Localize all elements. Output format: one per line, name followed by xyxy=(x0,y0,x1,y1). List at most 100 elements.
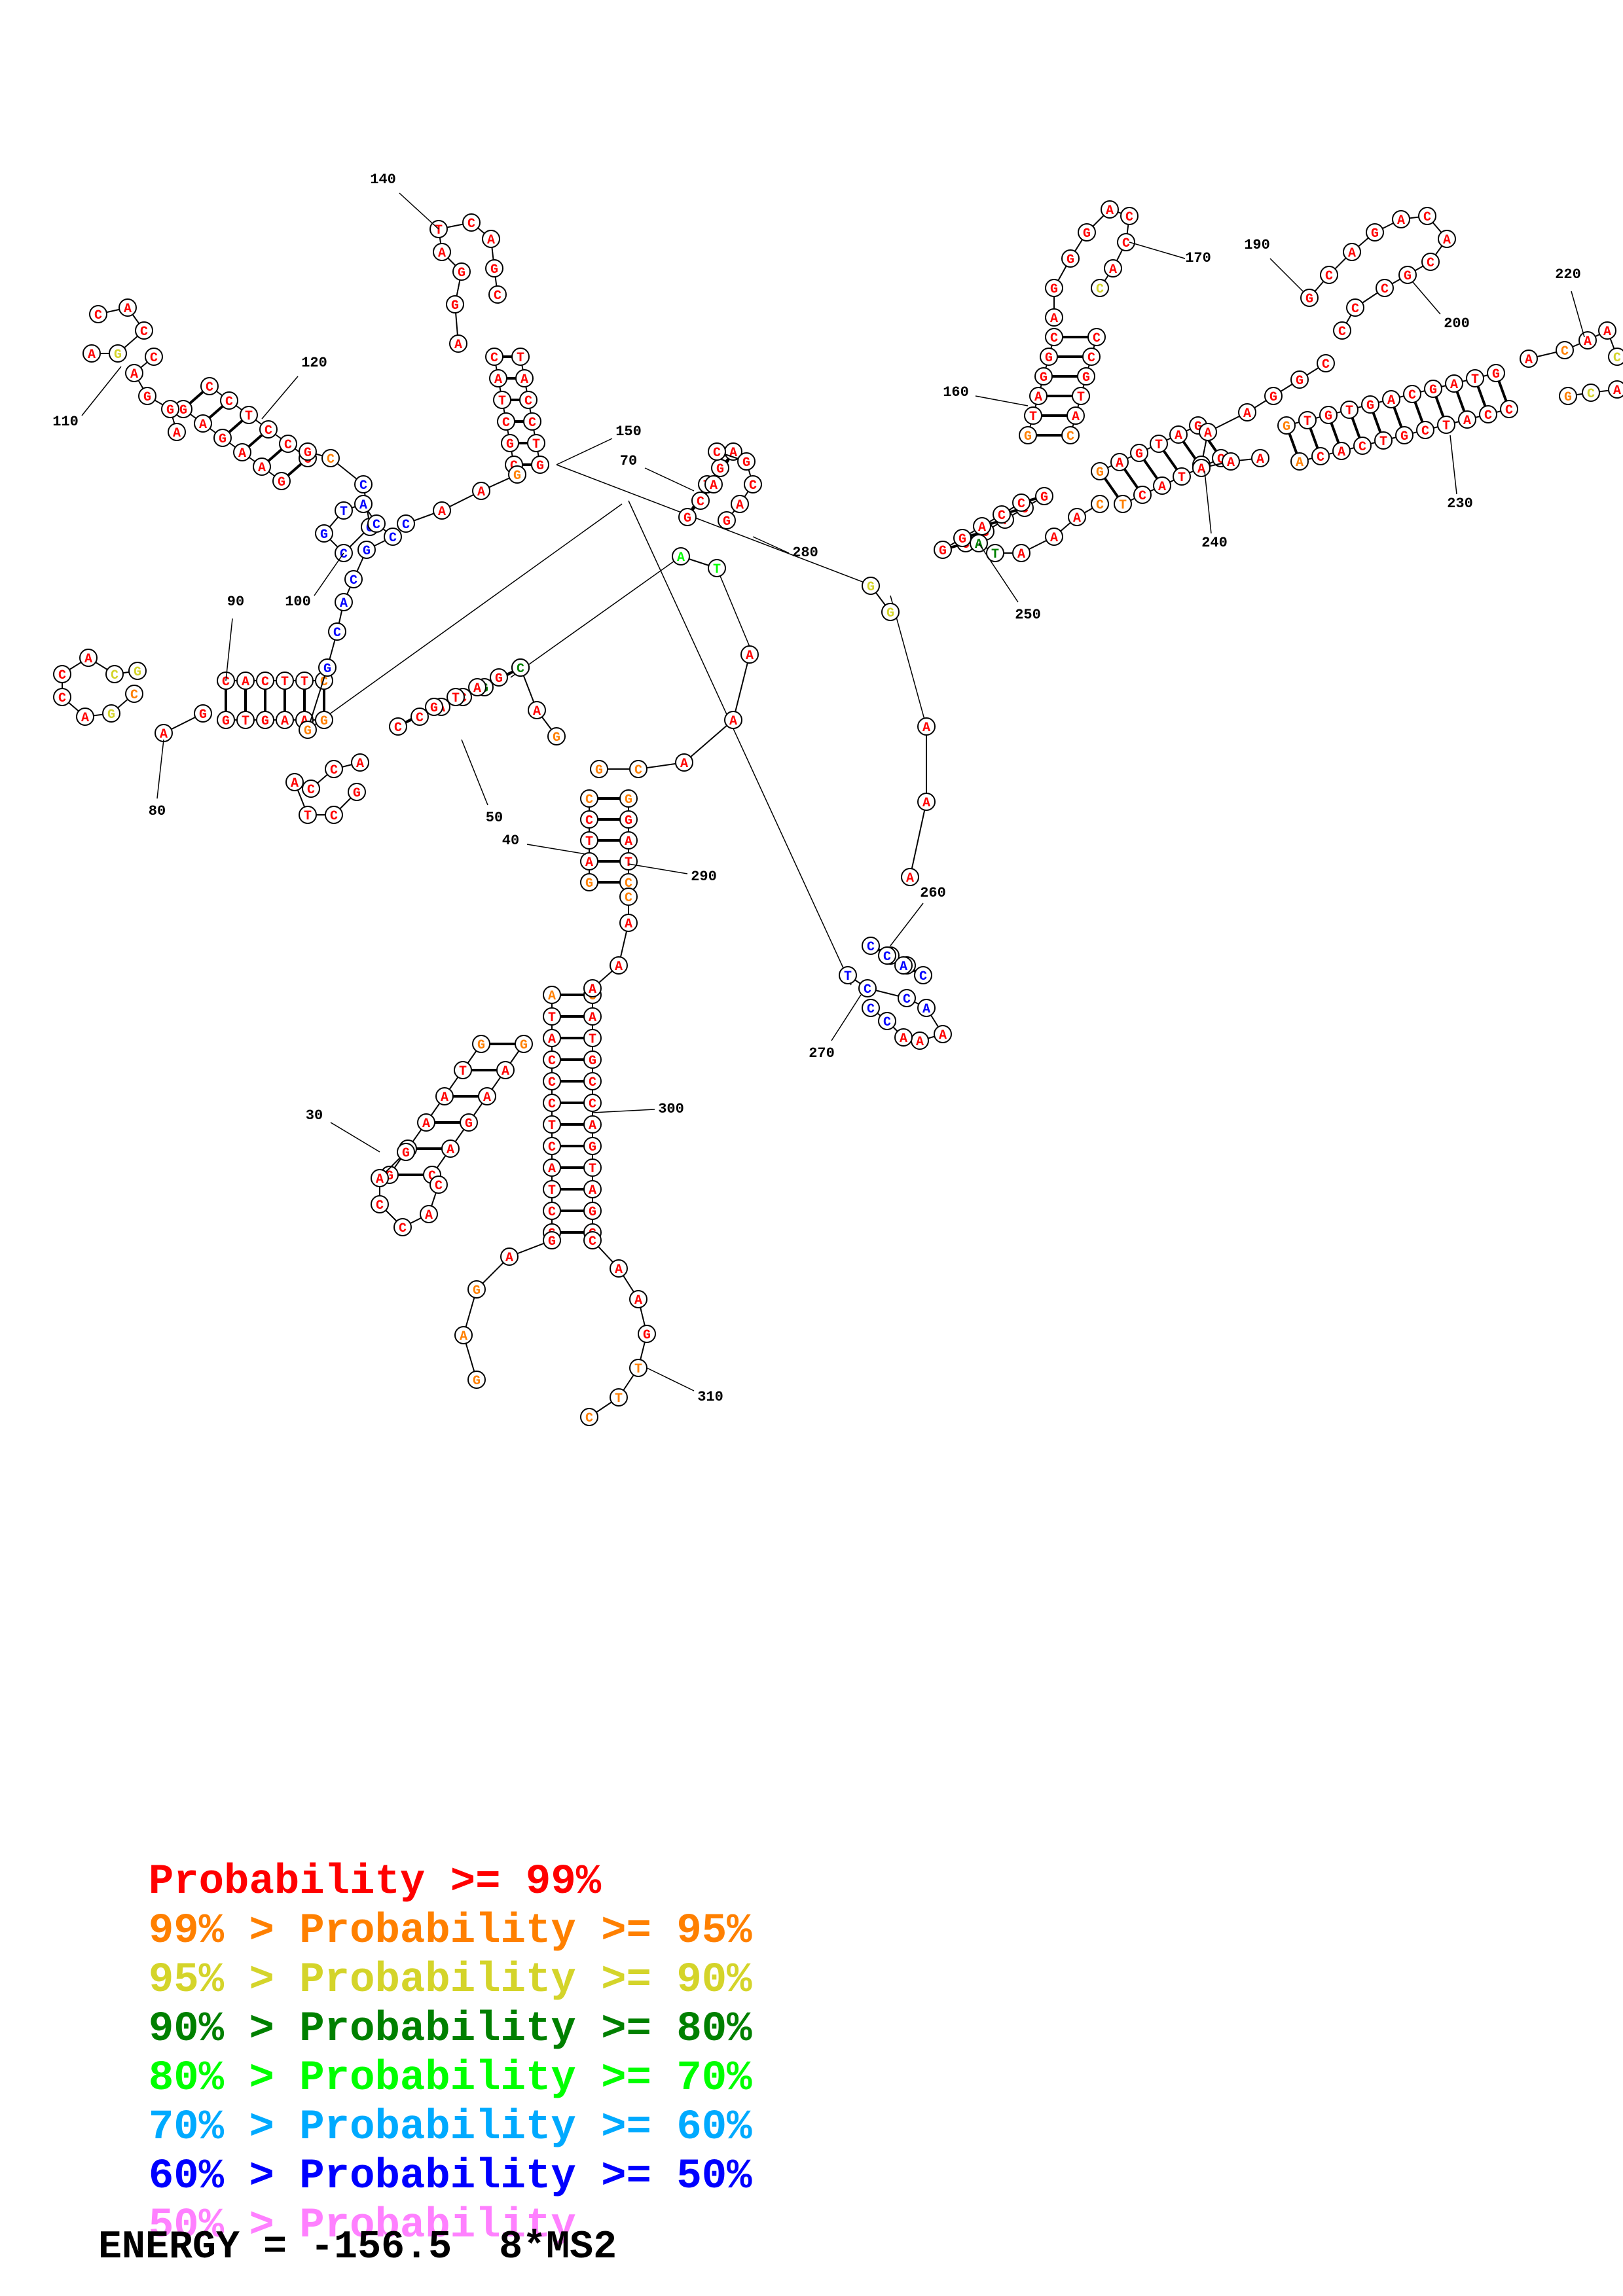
nucleotide-base: A xyxy=(585,855,593,870)
nucleotide-circle xyxy=(253,457,271,476)
label-tick xyxy=(261,376,299,420)
nucleotide-base: G xyxy=(458,266,465,281)
nucleotide-base: C xyxy=(330,809,338,824)
nucleotide-base: T xyxy=(435,223,443,238)
nucleotide-circle xyxy=(1418,207,1436,225)
nucleotide-circle xyxy=(102,704,120,723)
nucleotide-base: A xyxy=(1106,204,1114,219)
nucleotide-circle xyxy=(295,672,314,690)
nucleotide-circle xyxy=(934,541,952,559)
nucleotide-circle xyxy=(213,429,232,447)
nucleotide-base: G xyxy=(1024,429,1032,444)
nucleotide-base: G xyxy=(353,786,361,801)
nucleotide-circle xyxy=(1192,459,1211,477)
nucleotide-base: A xyxy=(625,917,632,932)
nucleotide-base: C xyxy=(1484,408,1492,423)
nucleotide-circle xyxy=(583,1007,602,1026)
nucleotide-base: A xyxy=(589,1183,596,1198)
position-label: 270 xyxy=(809,1045,835,1062)
nucleotide-base: C xyxy=(589,1234,596,1249)
label-tick xyxy=(646,1367,695,1391)
nucleotide-circle xyxy=(1416,421,1434,439)
nucleotide-base: A xyxy=(1197,462,1205,477)
nucleotide-circle xyxy=(744,475,762,493)
nucleotide-circle xyxy=(718,511,736,529)
nucleotide-circle xyxy=(1361,395,1379,414)
nucleotide-base: C xyxy=(130,688,138,703)
nucleotide-circle xyxy=(490,668,508,687)
legend-prefix: 70% > xyxy=(148,2104,300,2151)
nucleotide-base: G xyxy=(625,814,632,829)
nucleotide-base: A xyxy=(1397,213,1405,228)
label-tick xyxy=(156,739,164,799)
nucleotide-base: C xyxy=(261,675,269,690)
nucleotide-base: A xyxy=(1243,406,1251,422)
legend-line-7: 60% > Probability >= 50% xyxy=(98,2114,752,2198)
nucleotide-circle xyxy=(489,369,507,387)
position-label: 280 xyxy=(792,545,818,561)
nucleotide-base: A xyxy=(939,1028,947,1043)
nucleotide-base: C xyxy=(1421,424,1429,439)
legend-label: Probability >= 80% xyxy=(299,2006,752,2053)
nucleotide-circle xyxy=(543,1050,561,1069)
nucleotide-base: A xyxy=(922,796,930,811)
nucleotide-base: A xyxy=(291,776,299,791)
nucleotide-base: T xyxy=(625,855,632,870)
nucleotide-circle xyxy=(543,1094,561,1112)
nucleotide-base: C xyxy=(998,509,1006,524)
nucleotide-circle xyxy=(898,989,916,1007)
nucleotide-circle xyxy=(371,1169,389,1187)
nucleotide-base: G xyxy=(939,544,947,559)
nucleotide-circle xyxy=(256,672,274,690)
nucleotide-base: A xyxy=(589,1011,596,1026)
nucleotide-base: C xyxy=(435,1179,443,1194)
nucleotide-circle xyxy=(468,678,486,696)
nucleotide-circle xyxy=(675,753,693,772)
nucleotide-circle xyxy=(1169,425,1188,444)
nucleotide-circle xyxy=(429,1175,448,1194)
label-tick xyxy=(1571,291,1585,338)
nucleotide-base: A xyxy=(1017,547,1025,562)
nucleotide-circle xyxy=(1087,328,1106,346)
nucleotide-base: G xyxy=(1404,269,1412,284)
nucleotide-circle xyxy=(708,442,726,461)
connector-line xyxy=(716,567,754,655)
nucleotide-base: G xyxy=(589,1054,596,1069)
nucleotide-base: C xyxy=(58,668,66,683)
nucleotide-circle xyxy=(862,999,880,1017)
legend-prefix: 99% > xyxy=(148,1908,300,1955)
label-tick xyxy=(399,192,439,230)
nucleotide-base: G xyxy=(1492,367,1500,382)
nucleotide-circle xyxy=(357,541,376,559)
nucleotide-base: C xyxy=(1325,269,1333,284)
position-label: 90 xyxy=(227,594,244,610)
nucleotide-base: C xyxy=(585,793,593,808)
nucleotide-base: C xyxy=(1587,387,1595,402)
nucleotide-circle xyxy=(76,708,94,726)
nucleotide-base: A xyxy=(1443,233,1451,248)
nucleotide-base: A xyxy=(1073,511,1081,526)
nucleotide-base: A xyxy=(487,233,495,248)
connector-line xyxy=(307,503,623,730)
nucleotide-circle xyxy=(168,423,186,441)
nucleotide-circle xyxy=(1034,367,1053,386)
nucleotide-base: A xyxy=(548,989,556,1004)
nucleotide-circle xyxy=(472,482,490,500)
nucleotide-circle xyxy=(1251,449,1269,467)
nucleotide-circle xyxy=(1045,308,1063,327)
nucleotide-base: A xyxy=(922,721,930,736)
legend-label: Probability >= 99% xyxy=(148,1859,602,1906)
nucleotide-base: C xyxy=(524,394,532,409)
nucleotide-base: G xyxy=(1135,447,1143,462)
nucleotide-circle xyxy=(619,789,638,808)
nucleotide-circle xyxy=(435,1087,454,1105)
nucleotide-base: A xyxy=(978,520,986,535)
legend-label: Probability >= 90% xyxy=(299,1957,752,2004)
nucleotide-base: G xyxy=(716,462,724,477)
nucleotide-circle xyxy=(233,443,251,461)
nucleotide-base: G xyxy=(958,532,966,547)
nucleotide-circle xyxy=(1376,279,1394,297)
nucleotide-base: C xyxy=(264,423,272,439)
nucleotide-circle xyxy=(138,387,156,405)
nucleotide-base: A xyxy=(238,446,246,461)
